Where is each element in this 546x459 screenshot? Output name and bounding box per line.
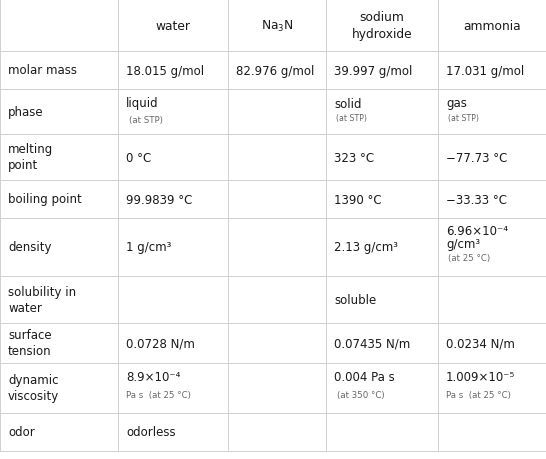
Text: 323 °C: 323 °C [334,151,374,164]
Text: 0.0728 N/m: 0.0728 N/m [126,337,195,350]
Text: 17.031 g/mol: 17.031 g/mol [446,64,524,77]
Text: molar mass: molar mass [8,64,77,77]
Text: boiling point: boiling point [8,193,82,206]
Text: 1390 °C: 1390 °C [334,193,382,206]
Text: 0.0234 N/m: 0.0234 N/m [446,337,515,350]
Text: 1.009×10⁻⁵: 1.009×10⁻⁵ [446,371,515,384]
Text: 6.96×10⁻⁴: 6.96×10⁻⁴ [446,225,508,238]
Text: ammonia: ammonia [463,19,521,33]
Text: (at 350 °C): (at 350 °C) [337,391,384,400]
Text: −33.33 °C: −33.33 °C [446,193,507,206]
Text: 0.07435 N/m: 0.07435 N/m [334,337,410,350]
Text: solid: solid [334,97,361,110]
Text: 0.004 Pa s: 0.004 Pa s [334,371,395,384]
Text: odorless: odorless [126,425,176,438]
Text: gas: gas [446,97,467,110]
Text: sodium
hydroxide: sodium hydroxide [352,11,412,41]
Text: 0 °C: 0 °C [126,151,151,164]
Text: (at 25 °C): (at 25 °C) [448,254,490,263]
Text: dynamic
viscosity: dynamic viscosity [8,374,60,403]
Text: −77.73 °C: −77.73 °C [446,151,507,164]
Text: 82.976 g/mol: 82.976 g/mol [236,64,314,77]
Text: g/cm³: g/cm³ [446,238,480,251]
Text: liquid: liquid [126,97,159,110]
Text: (at STP): (at STP) [336,114,367,123]
Text: 39.997 g/mol: 39.997 g/mol [334,64,412,77]
Text: surface
tension: surface tension [8,329,52,358]
Text: soluble: soluble [334,293,376,306]
Text: (at STP): (at STP) [448,114,479,123]
Text: melting
point: melting point [8,143,54,172]
Text: 99.9839 °C: 99.9839 °C [126,193,192,206]
Text: Na$_3$N: Na$_3$N [260,18,293,34]
Text: Pa s  (at 25 °C): Pa s (at 25 °C) [126,391,191,400]
Text: density: density [8,241,51,254]
Text: phase: phase [8,106,44,119]
Text: Pa s  (at 25 °C): Pa s (at 25 °C) [446,391,511,400]
Text: (at STP): (at STP) [129,115,163,124]
Text: 1 g/cm³: 1 g/cm³ [126,241,171,254]
Text: water: water [156,19,191,33]
Text: 18.015 g/mol: 18.015 g/mol [126,64,204,77]
Text: odor: odor [8,425,35,438]
Text: 8.9×10⁻⁴: 8.9×10⁻⁴ [126,371,180,384]
Text: solubility in
water: solubility in water [8,285,76,314]
Text: 2.13 g/cm³: 2.13 g/cm³ [334,241,398,254]
